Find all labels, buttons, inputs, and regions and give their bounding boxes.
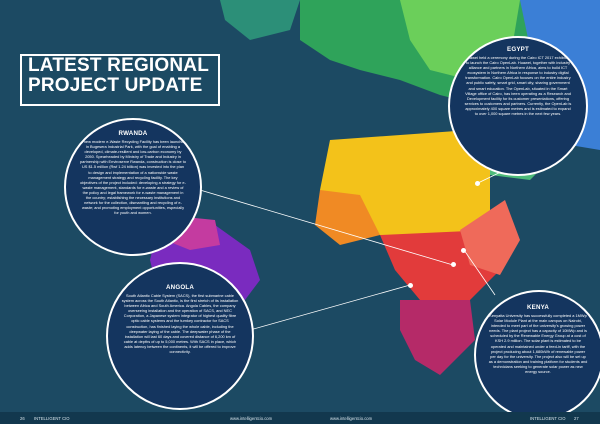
title-line-2: PROJECT UPDATE <box>28 75 203 96</box>
kenya-body: Kenyatta University has successfully com… <box>488 313 588 375</box>
right-url[interactable]: www.intelligentcio.com <box>330 416 373 421</box>
left-page-number: 26 <box>20 416 25 421</box>
rwanda-connector <box>199 189 454 266</box>
west-africa-region <box>315 190 380 245</box>
angola-connector <box>249 284 411 331</box>
greenland-region <box>220 0 300 40</box>
right-page-number: 27 <box>574 416 579 421</box>
kenya-heading: KENYA <box>526 304 550 311</box>
rwanda-heading: RWANDA <box>118 130 148 137</box>
title-frame <box>20 54 220 106</box>
kenya-marker <box>461 248 466 253</box>
east-africa-region <box>460 200 520 275</box>
kenya-connector <box>463 249 496 296</box>
egypt-marker <box>475 181 480 186</box>
rwanda-body: A new modern e-Waste Recycling Facility … <box>80 139 186 216</box>
angola-callout: ANGOLA South Atlantic Cable System (SACS… <box>106 262 254 410</box>
left-brand: INTELLIGENT CIO <box>34 416 70 421</box>
kenya-callout: KENYA Kenyatta University has successful… <box>474 290 600 420</box>
page-title: LATEST REGIONAL PROJECT UPDATE <box>28 56 209 96</box>
left-url[interactable]: www.intelligentcio.com <box>230 416 273 421</box>
angola-body: South Atlantic Cable System (SACS), the … <box>121 293 239 355</box>
title-line-1: LATEST REGIONAL <box>28 55 210 76</box>
egypt-body: Huawei held a ceremony during the Cairo … <box>464 55 572 117</box>
egypt-heading: EGYPT <box>507 46 529 53</box>
rwanda-marker <box>451 262 456 267</box>
angola-marker <box>408 283 413 288</box>
right-brand: INTELLIGENT CIO <box>530 416 566 421</box>
page-footer: 26 INTELLIGENT CIO www.intelligentcio.co… <box>0 412 600 424</box>
rwanda-callout: RWANDA A new modern e-Waste Recycling Fa… <box>64 118 202 256</box>
southern-africa-region <box>400 300 475 375</box>
egypt-callout: EGYPT Huawei held a ceremony during the … <box>448 36 588 176</box>
angola-heading: ANGOLA <box>165 284 194 291</box>
